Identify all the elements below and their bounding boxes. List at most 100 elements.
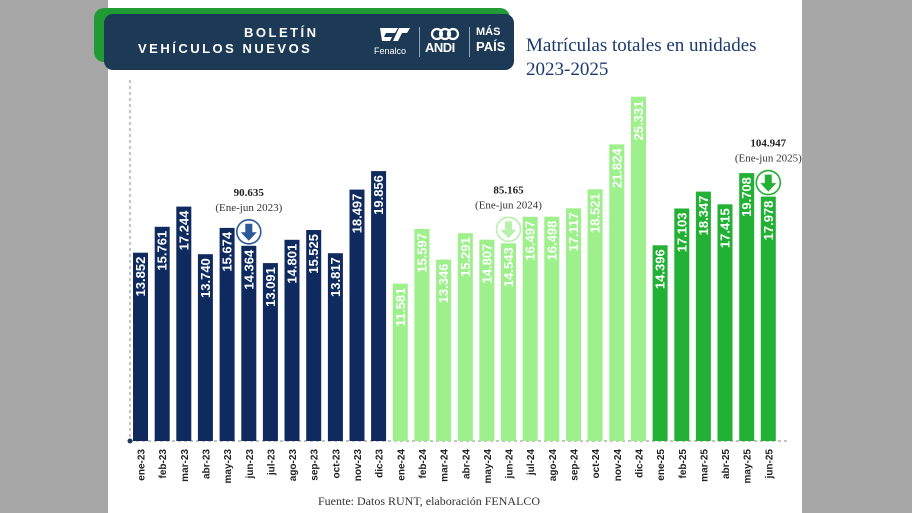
- bar-jul-23: [262, 263, 278, 441]
- value-label: 17.978: [761, 201, 776, 241]
- andi-logo-icon: [430, 27, 460, 41]
- value-label: 19.856: [371, 175, 386, 215]
- value-label: 14.807: [479, 244, 494, 284]
- tick-label: ene-25: [656, 449, 667, 481]
- tick-label: jun-25: [764, 449, 775, 480]
- tick-label: ago-23: [288, 449, 299, 482]
- tick-label: sep-23: [310, 449, 321, 481]
- value-label: 17.117: [566, 212, 581, 251]
- chart-title-line1: Matrículas totales en unidades: [526, 35, 757, 56]
- bar-feb-23: [154, 226, 170, 441]
- down-arrow-icon: [755, 169, 782, 196]
- bar-may-25: [739, 173, 755, 441]
- bar-jun-24: [501, 243, 516, 441]
- bar-ago-23: [284, 239, 300, 441]
- tick-label: feb-25: [678, 449, 689, 479]
- annotation-period: (Ene-jun 2023): [215, 202, 282, 214]
- tick-label: feb-24: [418, 449, 429, 479]
- value-label: 13.852: [133, 257, 148, 297]
- tick-label: abr-25: [721, 449, 732, 479]
- bar-sep-24: [566, 208, 581, 441]
- value-label: 13.091: [263, 267, 278, 307]
- bar-jun-25: [760, 196, 776, 441]
- value-label: 18.521: [588, 193, 603, 233]
- tick-label: nov-24: [613, 449, 624, 482]
- logo-divider: [419, 27, 420, 57]
- andi-logo-text: ANDI: [425, 40, 455, 55]
- bar-feb-25: [674, 208, 690, 441]
- annotation-period: (Ene-jun 2024): [475, 199, 542, 211]
- bar-oct-23: [327, 253, 343, 441]
- value-label: 18.497: [350, 194, 365, 234]
- tick-label: mar-23: [180, 449, 191, 482]
- bar-ene-25: [652, 245, 668, 441]
- tick-label: ago-24: [548, 449, 559, 482]
- value-label: 25.331: [631, 101, 646, 141]
- down-arrow-icon: [495, 216, 522, 243]
- value-label: 18.347: [696, 196, 711, 236]
- value-label: 16.497: [523, 221, 538, 261]
- tick-label: may-24: [483, 449, 494, 484]
- value-label: 17.244: [176, 210, 191, 251]
- logo-divider: [469, 27, 470, 57]
- annotation-total: 104.947: [750, 138, 786, 150]
- bar-abr-23: [197, 254, 213, 441]
- value-label: 15.761: [155, 231, 170, 271]
- tick-label: dic-24: [635, 449, 646, 478]
- bar-dic-24: [631, 96, 646, 441]
- tick-label: ene-24: [396, 449, 407, 481]
- tick-label: abr-24: [461, 449, 472, 479]
- bar-feb-24: [414, 229, 430, 441]
- header-banner: [104, 14, 514, 70]
- value-label: 14.364: [241, 249, 256, 290]
- bar-jun-23: [241, 245, 257, 441]
- header-title-line2: VEHÍCULOS NUEVOS: [138, 41, 313, 56]
- value-label: 17.415: [718, 208, 733, 248]
- header-title-line1: BOLETÍN: [244, 25, 319, 40]
- tick-label: jun-24: [505, 449, 516, 480]
- tick-label: oct-23: [331, 449, 342, 479]
- value-label: 14.396: [653, 249, 668, 289]
- tick-label: nov-23: [353, 449, 364, 482]
- bar-mar-25: [695, 191, 711, 441]
- tick-label: feb-23: [158, 449, 169, 479]
- bar-ene-24: [392, 283, 408, 441]
- bar-ago-24: [544, 216, 560, 441]
- tick-label: may-23: [223, 449, 234, 484]
- annotation-period: (Ene-jun 2025): [735, 153, 802, 165]
- tick-label: jul-23: [266, 449, 277, 477]
- maspais-logo-text-2: PAÍS: [476, 39, 506, 54]
- axis-origin-dot: [127, 438, 133, 444]
- value-label: 17.103: [674, 213, 689, 253]
- tick-label: sep-24: [570, 449, 581, 481]
- bar-mar-24: [436, 259, 452, 441]
- value-label: 21.824: [609, 148, 624, 189]
- fenalco-logo-text: Fenalco: [374, 46, 407, 56]
- bar-may-24: [479, 239, 495, 441]
- bar-sep-23: [306, 230, 322, 441]
- bar-abr-24: [457, 233, 473, 441]
- bar-mar-23: [176, 206, 192, 441]
- tick-label: may-25: [743, 449, 754, 484]
- value-label: 15.597: [414, 233, 429, 273]
- tick-label: jun-23: [245, 449, 256, 480]
- tick-label: dic-23: [375, 449, 386, 478]
- bar-oct-24: [587, 189, 603, 441]
- bar-ene-23: [133, 252, 148, 441]
- bar-dic-23: [371, 171, 387, 441]
- tick-label: jul-24: [526, 449, 537, 477]
- maspais-logo-text-1: MÁS: [476, 26, 501, 38]
- tick-label: ene-23: [137, 449, 148, 481]
- value-label: 19.708: [739, 177, 754, 217]
- tick-label: oct-24: [591, 449, 602, 479]
- annotation-total: 85.165: [493, 184, 524, 196]
- value-label: 14.801: [285, 244, 300, 284]
- bar-abr-25: [717, 204, 733, 441]
- value-label: 13.817: [328, 257, 343, 297]
- value-label: 11.581: [393, 288, 408, 327]
- tick-label: mar-25: [699, 449, 710, 482]
- value-label: 16.498: [544, 221, 559, 261]
- value-label: 13.346: [436, 264, 451, 304]
- value-label: 15.674: [220, 231, 235, 272]
